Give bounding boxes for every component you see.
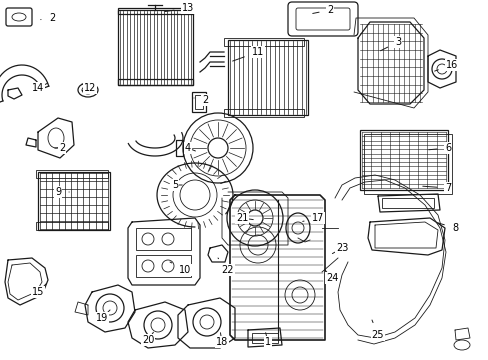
Bar	[38, 172, 110, 230]
Text: 11: 11	[232, 47, 264, 61]
Bar	[195, 95, 203, 109]
Text: 5: 5	[171, 180, 182, 190]
Text: 2: 2	[194, 95, 208, 105]
Text: 14: 14	[32, 83, 47, 93]
Bar	[224, 38, 304, 46]
Text: 2: 2	[41, 13, 55, 23]
Text: 23: 23	[332, 243, 347, 253]
Text: 12: 12	[82, 83, 96, 93]
Bar	[224, 109, 304, 117]
Text: 16: 16	[434, 60, 457, 71]
Bar	[359, 130, 447, 190]
Bar	[36, 170, 108, 178]
Bar	[227, 40, 307, 115]
Text: 7: 7	[422, 183, 450, 193]
Bar	[192, 92, 205, 112]
Text: 2: 2	[55, 143, 65, 153]
Text: 17: 17	[302, 213, 324, 223]
Text: 1: 1	[264, 333, 270, 347]
Text: 24: 24	[325, 270, 338, 283]
Text: 6: 6	[428, 143, 450, 153]
Bar	[36, 222, 108, 230]
Text: 18: 18	[215, 333, 228, 347]
Text: 25: 25	[371, 320, 384, 340]
Text: 8: 8	[437, 223, 457, 233]
Text: 13: 13	[164, 3, 194, 13]
Text: 4: 4	[184, 143, 195, 153]
Text: 10: 10	[170, 262, 191, 275]
Text: 21: 21	[235, 213, 253, 223]
Bar	[363, 134, 451, 194]
Bar	[136, 255, 191, 277]
Text: 19: 19	[96, 310, 110, 323]
Text: 3: 3	[380, 37, 400, 51]
Text: 22: 22	[218, 258, 234, 275]
Text: 20: 20	[142, 332, 154, 345]
Bar	[251, 333, 278, 343]
Text: 15: 15	[32, 284, 46, 297]
Bar	[118, 10, 193, 85]
Text: 9: 9	[55, 187, 69, 197]
Bar	[136, 228, 191, 250]
Text: 2: 2	[312, 5, 332, 15]
Bar	[381, 198, 433, 208]
Bar	[118, 8, 193, 14]
Bar	[118, 79, 193, 85]
